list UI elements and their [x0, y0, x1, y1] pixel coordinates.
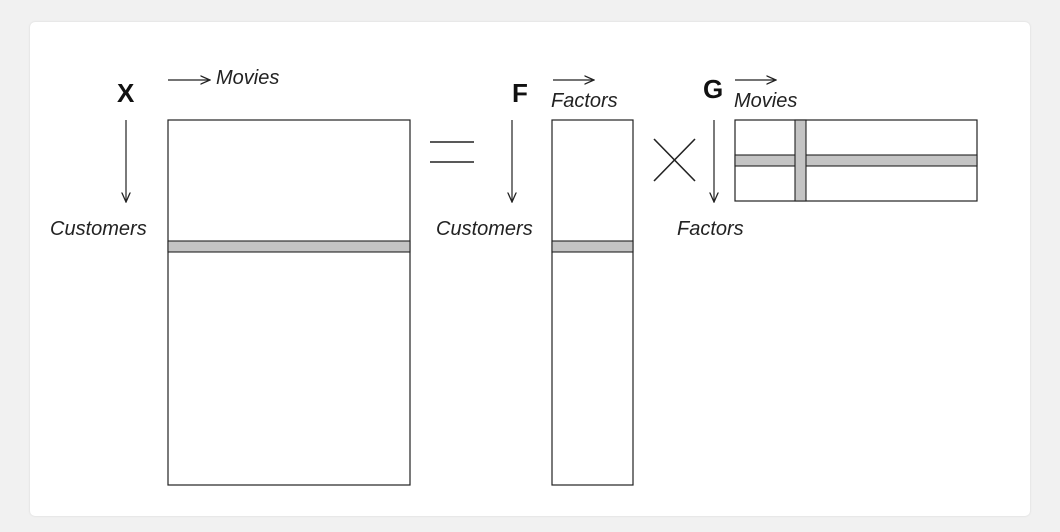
matrix-f-letter: F [512, 78, 528, 108]
matrix-f-box [551, 119, 634, 486]
matrix-x-row-label: Customers [50, 218, 147, 240]
matrix-g-column-highlight [794, 119, 807, 202]
matrix-g-group: G Movies Factors [677, 74, 978, 240]
matrix-g-column-label: Movies [734, 90, 797, 112]
equals-sign-icon [430, 141, 474, 163]
matrix-f-row-highlight [551, 240, 634, 253]
matrix-x-column-label: Movies [216, 67, 279, 89]
matrix-g-row-label: Factors [677, 218, 744, 240]
matrix-g-row-highlight [734, 154, 978, 167]
matrix-x-box [167, 119, 411, 486]
times-sign-icon [653, 138, 696, 182]
matrix-x-letter: X [117, 78, 135, 108]
matrix-f-row-label: Customers [436, 218, 533, 240]
matrix-x-row-highlight [167, 240, 411, 253]
matrix-g-letter: G [703, 74, 723, 104]
matrix-f-group: F Factors Customers [436, 78, 634, 486]
matrix-x-group: X Movies Customers [50, 67, 411, 486]
matrix-f-column-label: Factors [551, 90, 618, 112]
